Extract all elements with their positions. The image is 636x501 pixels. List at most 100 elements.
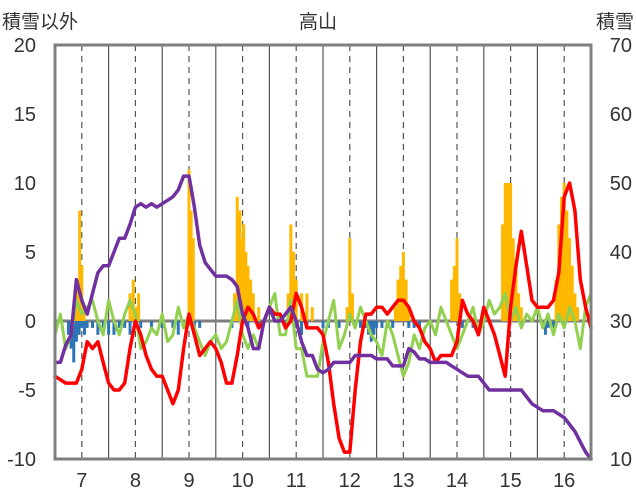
lines-layer — [53, 174, 593, 461]
precip-bar — [160, 321, 164, 328]
precip-bar — [246, 265, 250, 321]
precip-bar — [72, 321, 76, 363]
precip-bar — [66, 321, 70, 335]
y-tick-left: 5 — [25, 242, 36, 264]
precip-bar — [191, 238, 195, 321]
precip-bar — [543, 321, 547, 335]
precip-bar — [82, 321, 86, 335]
precip-bar — [359, 321, 363, 328]
precip-bar — [139, 321, 143, 328]
precip-bar — [286, 293, 290, 321]
y-tick-right: 10 — [610, 449, 632, 471]
precip-bar — [74, 321, 78, 342]
precip-bar — [187, 169, 191, 321]
precip-bar — [85, 321, 89, 328]
y-tick-right: 50 — [610, 173, 632, 195]
precip-bar — [244, 252, 248, 321]
chart-title: 高山 — [299, 11, 337, 33]
precip-bar — [407, 321, 411, 328]
y-tick-left: -10 — [7, 449, 36, 471]
precip-bar — [112, 321, 116, 335]
precip-bar — [568, 238, 572, 321]
precip-bar — [458, 293, 462, 321]
ticks-layer: -10 -5 0 5 10 15 20 10 20 30 40 50 60 70 7 8 9 10 11 12 13 14… — [7, 35, 632, 492]
precip-bar — [517, 293, 521, 321]
precip-bar — [131, 279, 135, 321]
x-tick: 15 — [499, 470, 521, 492]
precip-bar — [77, 321, 81, 335]
precip-bar — [337, 321, 341, 328]
y-tick-left: 10 — [14, 173, 36, 195]
precip-bar — [501, 224, 505, 321]
precip-bar — [198, 321, 202, 328]
precip-bar — [249, 279, 253, 321]
precip-bar — [450, 279, 454, 321]
precip-bar — [375, 321, 379, 328]
x-tick: 12 — [339, 470, 361, 492]
precip-bar — [393, 307, 397, 321]
precip-bar — [573, 293, 577, 321]
precip-bar — [189, 210, 193, 321]
precip-bar — [82, 307, 86, 321]
precip-bar — [576, 307, 580, 321]
precip-bar — [321, 321, 325, 328]
precip-bar — [176, 321, 180, 335]
precip-bar — [292, 252, 296, 321]
precip-bar — [380, 321, 384, 328]
precip-bar — [519, 307, 523, 321]
precip-bar — [251, 293, 255, 321]
precip-bar — [235, 196, 239, 321]
series-line-purple — [53, 174, 593, 461]
precip-bar — [455, 238, 459, 321]
x-tick: 14 — [446, 470, 468, 492]
precip-bar — [128, 321, 132, 335]
precip-bar — [407, 307, 411, 321]
precip-bar — [107, 321, 111, 335]
precip-bar — [562, 183, 566, 321]
bars-layer — [66, 169, 580, 363]
y-tick-left: 15 — [14, 104, 36, 126]
y-tick-left: 0 — [25, 311, 36, 333]
precip-bar — [345, 307, 349, 321]
precip-bar — [305, 293, 309, 321]
y-tick-right: 20 — [610, 380, 632, 402]
precip-bar — [78, 210, 82, 321]
precip-bar — [101, 321, 105, 328]
y-tick-right: 60 — [610, 104, 632, 126]
precip-bar — [238, 210, 242, 321]
precip-bar — [137, 293, 141, 321]
precip-bar — [171, 321, 175, 328]
plot-frame — [53, 43, 593, 461]
precip-bar — [570, 265, 574, 321]
x-tick: 11 — [286, 470, 307, 492]
precip-bar — [117, 321, 121, 328]
x-tick: 8 — [130, 470, 141, 492]
y-tick-right: 30 — [610, 311, 632, 333]
precip-bar — [300, 321, 304, 335]
y-tick-left: 20 — [14, 35, 36, 57]
series-line-red — [53, 181, 593, 454]
precip-bar — [399, 265, 403, 321]
y-tick-left: -5 — [18, 380, 36, 402]
precip-bar — [452, 265, 456, 321]
precip-bar — [551, 321, 555, 328]
precip-bar — [509, 183, 513, 321]
precip-bar — [506, 183, 510, 321]
precip-bar — [412, 321, 416, 328]
precip-bar — [257, 307, 261, 321]
x-tick: 10 — [231, 470, 253, 492]
y-axis-right-label: 積雪 — [596, 11, 634, 33]
precip-bar — [240, 238, 244, 321]
precip-bar — [554, 279, 558, 321]
precip-bar — [391, 321, 395, 328]
precip-bar — [546, 321, 550, 328]
precip-bar — [149, 321, 153, 328]
y-tick-right: 70 — [610, 35, 632, 57]
precip-bar — [91, 321, 95, 328]
precip-bar — [460, 321, 464, 328]
precip-bar — [80, 321, 84, 328]
precip-bar — [417, 321, 421, 328]
precip-bar — [401, 252, 405, 321]
precip-bar — [128, 293, 132, 321]
